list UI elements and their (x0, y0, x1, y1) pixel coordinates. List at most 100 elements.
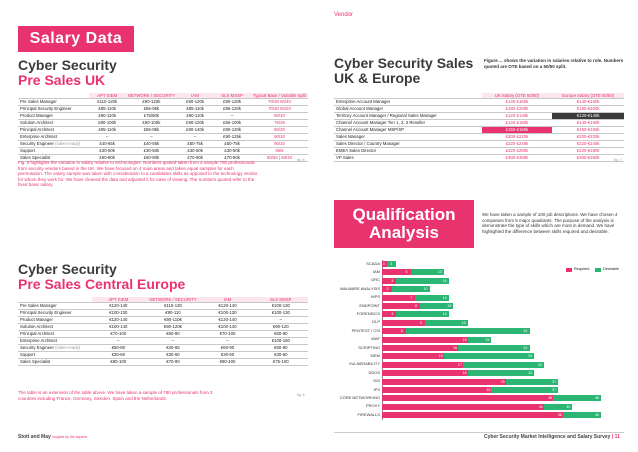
table-cell: €60-90 (201, 344, 254, 352)
category-label: IAM (372, 268, 380, 274)
table-cell: Product Manager (18, 316, 93, 324)
data-label-desirable: 23 (485, 337, 490, 342)
fig-label-7: fig. 7 (614, 158, 622, 162)
table-cell: £85-110k (88, 105, 126, 113)
data-label-desirable: 18 (461, 320, 466, 325)
data-label-desirable: 46 (594, 413, 599, 418)
table-cell: €120-140 (201, 302, 254, 310)
data-label-required: 3 (391, 278, 394, 283)
table-cell: Sales Director / Country Manager (334, 140, 482, 148)
data-label-required: 36 (548, 396, 553, 401)
table-cell: €60-90 (253, 330, 308, 338)
table-cell: £300-£350k (481, 154, 553, 162)
table-cell: £90-120k (177, 98, 214, 106)
banner-text: Salary Data (29, 30, 123, 47)
column-header: Typical Base / Variable Split (251, 93, 308, 99)
table-cell: £90-120k (213, 126, 251, 134)
table-cell: £110-120k (88, 98, 126, 106)
table-cell: £220-£280k (481, 147, 553, 155)
table-cell: Territory Account Manager / Regional Sal… (334, 112, 482, 120)
table-cell: €30-60 (201, 351, 254, 359)
qualification-analysis-banner: Qualification Analysis (334, 200, 474, 248)
table-cell: £65-100k (213, 119, 251, 127)
bar-desirable (382, 269, 444, 276)
table-cell: – (88, 133, 126, 141)
data-label-required: 7 (410, 295, 413, 300)
data-label-required: 38 (557, 413, 562, 418)
table-cell: £80-100k (125, 119, 178, 127)
bar-required (382, 378, 506, 385)
row-note: (sales-ready) (53, 141, 81, 146)
data-label-desirable: 40 (566, 404, 571, 409)
table-cell: – (201, 337, 254, 345)
table-row: Product Manager £90-110k £75/80k £90-110k –9… (18, 112, 308, 120)
table-row: Sales Specialist €80-100 €70-90 €80-100 €75-… (18, 358, 308, 366)
table-cell: £75/80k (125, 112, 178, 120)
category-label: DLP (372, 319, 380, 325)
table-cell: Channel Account Manager Tier 1, 2, 3 Res… (334, 119, 482, 127)
bar-required (382, 286, 392, 293)
table-cell: £65-95k (125, 126, 178, 134)
table-row: Support €30-60 €30-60 €30-60 €30-60 (18, 351, 308, 359)
category-label: GRC (371, 277, 380, 283)
table-cell: Principal Security Engineer (18, 309, 93, 317)
uk-eu-title-line1: Cyber Security Sales (334, 55, 474, 71)
table-row: Principal Architect €70-100 €60-90 €70-100 €… (18, 330, 308, 338)
table-cell: €100-140 (201, 323, 254, 331)
category-label: ENDPOINT (359, 302, 380, 308)
bar-desirable (382, 353, 535, 360)
table-cell: €120-€140k (552, 112, 624, 120)
table-cell: £70-90k (177, 154, 214, 162)
data-label-required: 9 (419, 320, 422, 325)
bar-required (382, 277, 397, 284)
table-cell: £40-65k (125, 140, 178, 148)
table-cell: – (144, 337, 202, 345)
table-cell: £90-110k (88, 112, 126, 120)
table-cell: €90-120 (253, 323, 308, 331)
table-cell: Enterprise Architect (18, 133, 89, 141)
table-cell: £80-100k (88, 119, 126, 127)
table-cell: £90-120k (177, 119, 214, 127)
data-label-required: 6 (405, 270, 408, 275)
footer-tagline: Insights by the experts (52, 435, 88, 439)
table-cell: €110-130 (144, 302, 202, 310)
table-cell: €75-100 (253, 358, 308, 366)
column-header: NETWORK / SECURITY (144, 297, 202, 303)
table-cell: £85-110k (177, 105, 214, 113)
table-cell: €70-100 (201, 330, 254, 338)
table-cell: 95/5 (251, 147, 308, 155)
ce-title: Cyber Security Pre Sales Central Europe (18, 262, 185, 292)
bar-desirable (382, 311, 449, 318)
table-cell: €50-80 (92, 344, 145, 352)
uk-salary-table: APT SIEM NETWORK / SECURITY IAM SLS MSSP Typ… (18, 93, 308, 162)
table-cell: €30-60 (92, 351, 145, 359)
table-cell: 70/30 60/40 (251, 98, 308, 106)
uk-eu-figure-note: Figure ... shows the variation in salari… (484, 58, 624, 69)
table-cell: £120-£140k (481, 112, 553, 120)
qa-title-line2: Analysis (369, 223, 439, 242)
table-cell: £30-50k (125, 147, 178, 155)
uk-eu-sales-table: UK Salary (OTE 50/50) Europe Salary (OTE … (334, 93, 624, 162)
data-label-required: 13 (438, 354, 443, 359)
data-label-desirable: 31 (523, 329, 528, 334)
table-cell: €100-140 (92, 323, 145, 331)
table-cell: £90-110k (177, 112, 214, 120)
table-row: Channel Account Manager MSP/SP £150-£160k… (334, 126, 624, 134)
table-row: Global Account Manager £180-£200k €180-€20… (334, 105, 624, 113)
table-cell: £95-110k (88, 126, 126, 134)
table-cell: Principal Architect (18, 126, 89, 134)
table-cell: £60-80k (88, 154, 126, 162)
table-cell: £90-120k (213, 98, 251, 106)
table-cell: – (125, 133, 178, 141)
table-row: Solution Architect €100-140 €90-120€ €100-1… (18, 323, 308, 331)
table-row: Enterprise Account Manager £140-£160k €140… (334, 98, 624, 106)
table-cell: Sales Manager (334, 133, 482, 141)
category-label: IPS (373, 386, 380, 392)
legend-desirable-swatch (595, 268, 601, 272)
table-cell: £90-120k (125, 98, 178, 106)
bar-required (382, 353, 444, 360)
data-label-required: 23 (486, 388, 491, 392)
ce-title-line2: Pre Sales Central Europe (18, 276, 186, 292)
table-cell: – (92, 337, 145, 345)
bar-required (382, 370, 468, 377)
